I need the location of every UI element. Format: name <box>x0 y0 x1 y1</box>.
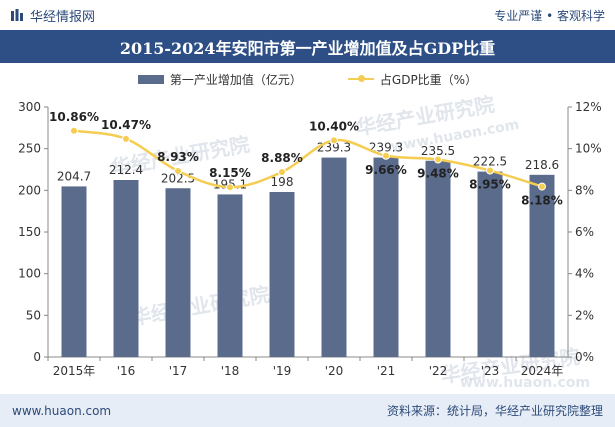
bar-value-label: 212.4 <box>109 163 143 177</box>
y-left-tick-label: 0 <box>33 350 41 364</box>
y-left-tick-label: 200 <box>18 183 41 197</box>
x-tick-label: 2024年 <box>521 364 564 378</box>
y-right-tick-label: 8% <box>575 183 594 197</box>
brand-name: 华经情报网 <box>30 9 96 25</box>
brand-logo-icon <box>11 9 23 21</box>
bar <box>529 174 555 357</box>
legend-swatch-line <box>347 74 374 84</box>
share-point <box>122 134 130 143</box>
share-value-label: 9.66% <box>365 163 407 177</box>
share-point <box>174 166 182 175</box>
y-left-tick-label: 300 <box>18 100 41 114</box>
legend-item-bar: 第一产业增加值（亿元） <box>137 70 302 88</box>
share-value-label: 10.47% <box>101 118 151 132</box>
x-tick-label: '19 <box>273 364 292 378</box>
footer: www.huaon.com 资料来源：统计局，华经产业研究院整理 <box>0 394 615 427</box>
share-point <box>486 166 494 175</box>
brand[interactable]: 华经情报网 <box>10 6 95 25</box>
y-right-tick-label: 12% <box>575 100 602 114</box>
share-value-label: 8.93% <box>157 150 199 164</box>
top-bar: 华经情报网 专业严谨 • 客观科学 <box>0 0 615 30</box>
x-tick-label: '17 <box>169 364 188 378</box>
bar <box>165 188 191 357</box>
bar-value-label: 239.3 <box>369 141 403 155</box>
bar-value-label: 235.5 <box>421 144 455 158</box>
x-tick-label: '23 <box>481 364 500 378</box>
share-value-label: 8.15% <box>209 166 251 180</box>
share-point <box>330 136 338 145</box>
share-value-label: 8.95% <box>469 178 511 192</box>
bar <box>217 194 243 357</box>
share-point <box>226 183 234 192</box>
bar <box>269 192 295 357</box>
x-tick-label: '18 <box>221 364 240 378</box>
combo-chart: 0 50 100 150 200 250 300 0% 2% 4% 6% 8% 10% 12% 2015年 '… <box>18 100 602 378</box>
x-tick-label: 2015年 <box>53 364 96 378</box>
legend: 第一产业增加值（亿元） 占GDP比重（%） <box>0 70 615 88</box>
tagline: 专业严谨 • 客观科学 <box>494 8 605 23</box>
y-left-tick-label: 100 <box>18 267 41 281</box>
share-value-label: 10.86% <box>49 110 99 124</box>
share-value-label: 8.18% <box>521 194 563 208</box>
legend-label-line: 占GDP比重（%） <box>379 72 478 87</box>
bar-value-label: 222.5 <box>473 155 507 169</box>
y-right-tick-label: 6% <box>575 225 594 239</box>
x-tick-label: '21 <box>377 364 396 378</box>
share-point <box>538 182 546 191</box>
x-tick-label: '20 <box>325 364 344 378</box>
bar <box>477 171 503 357</box>
chart-title: 2015-2024年安阳市第一产业增加值及占GDP比重 <box>0 30 615 63</box>
share-point <box>70 126 78 135</box>
share-point <box>278 168 286 176</box>
legend-swatch-bar <box>137 74 164 84</box>
y-left-tick-label: 150 <box>18 225 41 239</box>
y-left-tick-label: 250 <box>18 142 41 156</box>
bar-value-label: 198 <box>271 175 294 189</box>
share-point <box>382 151 390 160</box>
share-value-label: 8.88% <box>261 151 303 165</box>
y-right-tick-label: 10% <box>575 142 602 156</box>
x-tick-label: '22 <box>429 364 448 378</box>
y-left-tick-label: 50 <box>26 308 41 322</box>
bar <box>373 157 399 357</box>
bar <box>425 160 451 357</box>
legend-item-line: 占GDP比重（%） <box>347 70 478 88</box>
share-value-label: 9.48% <box>417 167 459 181</box>
bar-value-label: 204.7 <box>57 169 91 183</box>
bar <box>113 180 139 357</box>
y-right-tick-label: 4% <box>575 267 594 281</box>
share-line <box>73 129 543 189</box>
legend-label-bar: 第一产业增加值（亿元） <box>169 72 302 87</box>
bar <box>321 157 347 357</box>
y-right-tick-label: 2% <box>575 308 594 322</box>
bar <box>61 186 87 357</box>
footer-source: 资料来源：统计局，华经产业研究院整理 <box>386 404 603 418</box>
share-value-label: 10.40% <box>309 119 359 133</box>
share-point <box>434 155 442 164</box>
footer-website[interactable]: www.huaon.com <box>12 403 112 418</box>
y-right-tick-label: 0% <box>575 350 594 364</box>
bar-value-label: 218.6 <box>525 158 559 172</box>
x-tick-label: '16 <box>117 364 136 378</box>
